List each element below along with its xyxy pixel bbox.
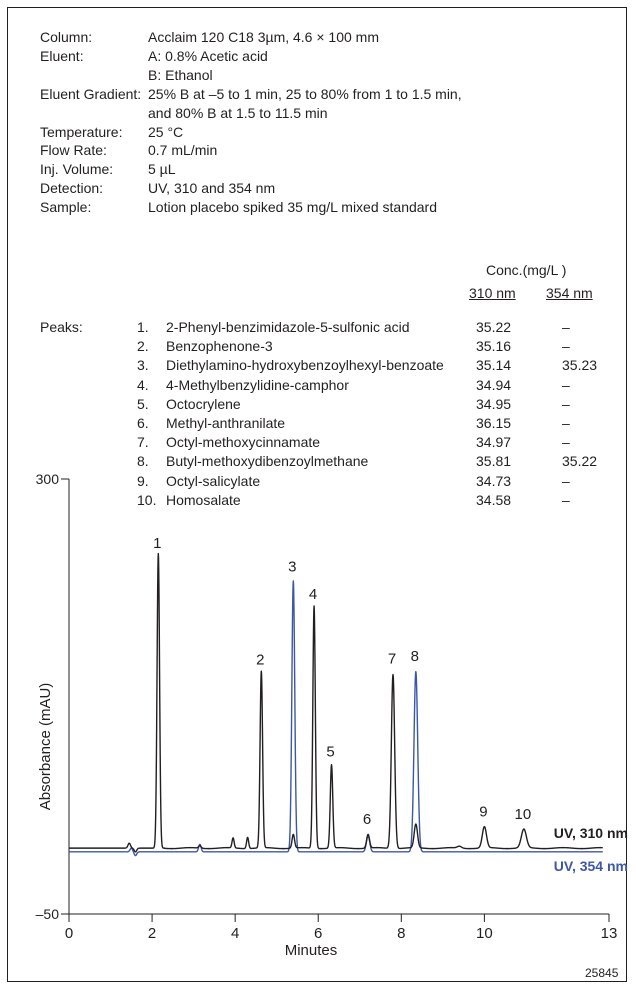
x-tick-label: 2 [148, 925, 156, 942]
condition-value: 0.7 mL/min [148, 142, 218, 159]
peak-number: 2. [137, 338, 149, 355]
peak-conc-310: 35.14 [476, 357, 512, 374]
peak-conc-310: 34.95 [476, 395, 512, 412]
series-label-354: UV, 354 nm [554, 858, 628, 874]
peak-name: Diethylamino-hydroxybenzoylhexyl-benzoat… [166, 357, 444, 374]
condition-label: Detection: [40, 180, 104, 197]
peak-number: 10. [137, 491, 157, 508]
condition-label: Column: [40, 29, 93, 45]
peak-name: Methyl-anthranilate [166, 415, 286, 431]
x-tick-label: 6 [314, 925, 322, 942]
condition-value: 5 µL [148, 161, 176, 178]
x-tick-label: 4 [231, 925, 239, 942]
peak-conc-310: 34.73 [476, 472, 512, 489]
peak-label: 4 [309, 586, 317, 603]
condition-value: 25% B at –5 to 1 min, 25 to 80% from 1 t… [148, 85, 462, 102]
peak-conc-310: 35.16 [476, 338, 512, 355]
y-axis-label: Absorbance (mAU) [37, 683, 54, 811]
peak-label: 8 [411, 648, 419, 665]
peak-conc-354: – [562, 376, 570, 393]
condition-value: A: 0.8% Acetic acid [148, 47, 268, 64]
peak-conc-310: 35.22 [476, 319, 512, 335]
y-tick-label: 300 [36, 471, 60, 487]
peak-conc-354: 35.23 [562, 357, 598, 374]
condition-label: Sample: [40, 199, 92, 216]
peak-conc-310: 36.15 [476, 415, 512, 431]
trace-uv-310 [124, 552, 604, 853]
peak-label: 2 [256, 652, 264, 669]
peak-conc-354: – [562, 434, 570, 451]
peak-name: Butyl-methoxydibenzoylmethane [166, 453, 369, 470]
conc-header: Conc.(mg/L ) [486, 262, 567, 278]
x-tick-label: 13 [601, 925, 618, 942]
trace-uv-354 [124, 580, 604, 857]
peak-name: Octocrylene [166, 395, 241, 412]
condition-label: Eluent: [40, 47, 84, 64]
peak-number: 8. [137, 453, 149, 470]
figure-id: 25845 [585, 966, 619, 980]
x-tick-label: 0 [65, 925, 73, 942]
peaks-label: Peaks: [40, 319, 83, 335]
peak-number: 4. [137, 376, 149, 393]
x-tick-label: 10 [476, 925, 493, 942]
col-354-header: 354 nm [546, 285, 593, 301]
peak-label: 9 [479, 803, 487, 820]
peak-number: 3. [137, 357, 149, 374]
condition-value: and 80% B at 1.5 to 11.5 min [148, 104, 328, 121]
condition-value: 25 °C [148, 123, 184, 140]
peak-conc-354: 35.22 [562, 453, 598, 470]
condition-value: UV, 310 and 354 nm [148, 180, 276, 197]
figure-frame [7, 7, 627, 982]
condition-label: Temperature: [40, 123, 123, 140]
peak-label: 7 [388, 650, 396, 667]
peak-label: 5 [326, 744, 334, 761]
peak-conc-354: – [562, 338, 570, 355]
peak-number: 6. [137, 415, 149, 431]
peak-conc-354: – [562, 491, 570, 508]
condition-label: Inj. Volume: [40, 161, 114, 178]
x-tick-label: 8 [397, 925, 405, 942]
condition-label: Flow Rate: [40, 142, 107, 159]
peak-conc-310: 34.97 [476, 434, 512, 451]
peak-label: 1 [153, 535, 161, 552]
peak-name: Homosalate [166, 491, 241, 508]
peak-conc-354: – [562, 472, 570, 489]
peak-number: 7. [137, 434, 149, 451]
x-axis-label: Minutes [285, 942, 338, 959]
y-tick-label: –50 [36, 906, 60, 922]
peak-name: 2-Phenyl-benzimidazole-5-sulfonic acid [166, 319, 410, 335]
peak-number: 9. [137, 472, 149, 489]
peak-name: Octyl-methoxycinnamate [166, 434, 321, 451]
peak-conc-310: 35.81 [476, 453, 512, 470]
peak-name: 4-Methylbenzylidine-camphor [166, 376, 349, 393]
peak-name: Octyl-salicylate [166, 472, 261, 489]
peak-conc-310: 34.94 [476, 376, 512, 393]
peak-number: 5. [137, 395, 149, 412]
peak-label: 6 [363, 811, 371, 828]
peak-conc-310: 34.58 [476, 491, 512, 508]
condition-value: Acclaim 120 C18 3µm, 4.6 × 100 mm [148, 29, 379, 45]
peak-conc-354: – [562, 395, 570, 412]
peak-number: 1. [137, 319, 149, 335]
peak-label: 10 [515, 806, 532, 823]
series-label-310: UV, 310 nm [554, 825, 628, 841]
condition-value: B: Ethanol [148, 66, 213, 83]
condition-label: Eluent Gradient: [40, 85, 142, 102]
col-310-header: 310 nm [469, 285, 516, 301]
condition-value: Lotion placebo spiked 35 mg/L mixed stan… [148, 199, 437, 216]
peak-conc-354: – [562, 415, 570, 431]
peak-label: 3 [288, 558, 296, 575]
peak-name: Benzophenone-3 [166, 338, 273, 355]
peak-conc-354: – [562, 319, 570, 335]
